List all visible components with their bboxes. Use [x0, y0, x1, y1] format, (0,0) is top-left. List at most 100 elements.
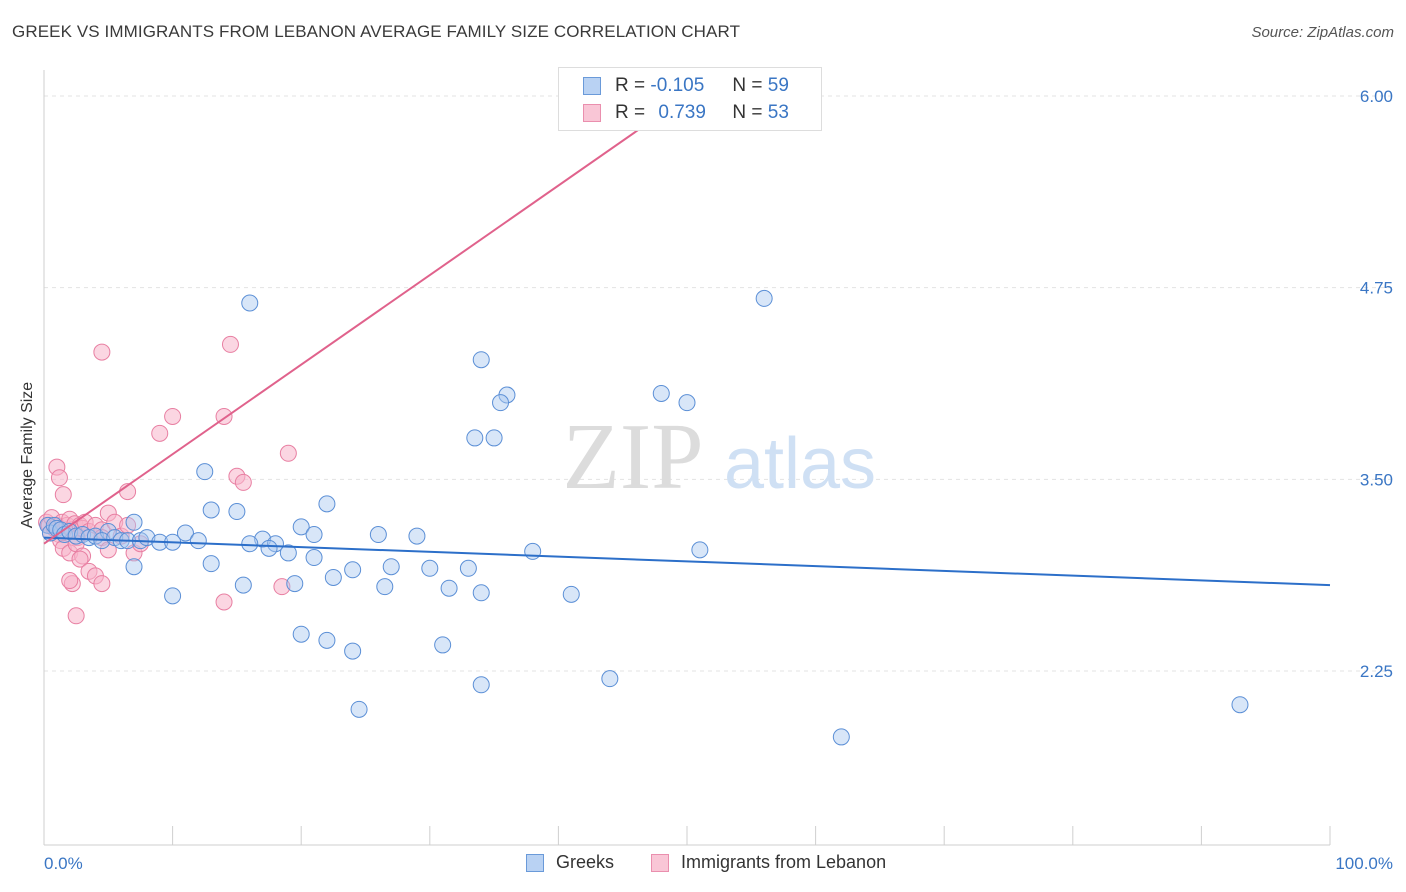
y-tick-labels: 2.25 3.50 4.75 6.00 [1360, 87, 1393, 681]
greeks-point-21 [176, 524, 194, 542]
lebanon-point-33 [71, 550, 89, 568]
x-tick-labels: 0.0% 100.0% [44, 854, 1393, 873]
greeks-point-47 [440, 579, 458, 597]
lebanon-point-36 [93, 575, 111, 593]
greeks-point-29 [292, 518, 310, 536]
greeks-point-26 [254, 530, 272, 548]
x-tick-label-0: 0.0% [44, 854, 83, 873]
watermark-zip: ZIP [563, 405, 704, 509]
greeks-point-33 [164, 587, 182, 605]
legend-item-greeks[interactable]: Greeks [526, 852, 614, 873]
lebanon-point-48 [234, 473, 252, 491]
greeks-point-28 [279, 544, 297, 562]
lebanon-point-38 [67, 607, 85, 625]
greeks-point-52 [472, 351, 490, 369]
lebanon-point-51 [279, 444, 297, 462]
lebanon-points [38, 335, 297, 625]
greeks-points [39, 289, 1249, 746]
greeks-point-31 [318, 495, 336, 513]
greeks-trend-line [43, 536, 1331, 587]
lebanon-point-52 [221, 335, 239, 353]
greeks-point-45 [408, 527, 426, 545]
correlation-legend: R = -0.105 N = 59 R = 0.739 N = 53 [558, 67, 822, 131]
greeks-n-value: 59 [767, 75, 789, 96]
greeks-point-57 [678, 394, 696, 412]
legend-row-greeks: R = -0.105 N = 59 [583, 74, 789, 98]
greeks-point-48 [459, 559, 477, 577]
greeks-point-40 [324, 568, 342, 586]
y-tick-label-0: 2.25 [1360, 662, 1393, 681]
watermark-atlas: atlas [724, 424, 876, 504]
greeks-point-70 [1231, 696, 1249, 714]
legend-item-lebanon[interactable]: Immigrants from Lebanon [651, 852, 886, 873]
lebanon-legend-swatch [651, 853, 669, 872]
greeks-point-38 [286, 575, 304, 593]
lebanon-point-50 [215, 593, 233, 611]
lebanon-point-44 [151, 424, 169, 442]
greeks-point-25 [228, 503, 246, 521]
greeks-point-39 [305, 549, 323, 567]
axes [43, 70, 1331, 846]
greeks-point-56 [485, 429, 503, 447]
lebanon-point-45 [93, 343, 111, 361]
greeks-point-51 [241, 294, 259, 312]
lebanon-point-30 [50, 469, 68, 487]
lebanon-point-53 [164, 407, 182, 425]
greeks-point-16 [125, 513, 143, 531]
greeks-point-58 [652, 384, 670, 402]
greeks-point-36 [241, 535, 259, 553]
lebanon-r-value: 0.739 [658, 102, 706, 123]
greeks-point-68 [601, 670, 619, 688]
greeks-point-54 [492, 394, 510, 412]
greeks-point-59 [562, 585, 580, 603]
greeks-point-7 [67, 527, 85, 545]
lebanon-trend-line [43, 95, 688, 545]
greeks-point-23 [202, 501, 220, 519]
greeks-point-24 [196, 463, 214, 481]
greeks-point-62 [434, 636, 452, 654]
trend-lines [43, 95, 1331, 587]
greeks-point-50 [524, 542, 542, 560]
greeks-point-42 [369, 526, 387, 544]
greeks-point-64 [318, 631, 336, 649]
lebanon-swatch [583, 104, 601, 122]
greeks-point-55 [466, 429, 484, 447]
watermark: ZIP atlas [563, 405, 877, 509]
lebanon-point-37 [61, 572, 79, 590]
greeks-legend-label: Greeks [556, 852, 615, 872]
greeks-point-32 [125, 558, 143, 576]
lebanon-r-label: R = [615, 102, 646, 123]
greeks-point-46 [421, 559, 439, 577]
greeks-point-65 [344, 642, 362, 660]
greeks-point-41 [344, 561, 362, 579]
greeks-r-value: -0.105 [650, 75, 705, 96]
lebanon-point-49 [273, 578, 291, 596]
greeks-point-61 [691, 541, 709, 559]
greeks-point-66 [350, 700, 368, 718]
y-tick-label-2: 4.75 [1360, 279, 1393, 298]
greeks-point-37 [260, 539, 278, 557]
greeks-r-label: R = [615, 75, 646, 96]
chart-title: GREEK VS IMMIGRANTS FROM LEBANON AVERAGE… [12, 22, 741, 41]
greeks-point-60 [755, 289, 773, 307]
lebanon-point-31 [54, 486, 72, 504]
greeks-point-22 [189, 532, 207, 550]
greeks-point-63 [292, 625, 310, 643]
y-tick-label-1: 3.50 [1360, 470, 1393, 489]
greeks-point-67 [472, 676, 490, 694]
greeks-point-34 [202, 555, 220, 573]
lebanon-legend-label: Immigrants from Lebanon [681, 852, 887, 872]
y-tick-label-3: 6.00 [1360, 87, 1393, 106]
greeks-swatch [583, 77, 601, 95]
greeks-legend-swatch [526, 853, 544, 872]
lebanon-n-value: 53 [767, 102, 789, 123]
greeks-point-9 [80, 529, 98, 547]
x-tick-label-1: 100.0% [1335, 854, 1393, 873]
legend-row-lebanon: R = 0.739 N = 53 [583, 101, 789, 125]
greeks-point-69 [832, 728, 850, 746]
greeks-point-44 [382, 558, 400, 576]
greeks-point-30 [305, 526, 323, 544]
greeks-point-43 [376, 578, 394, 596]
lebanon-n-label: N = [732, 102, 763, 123]
